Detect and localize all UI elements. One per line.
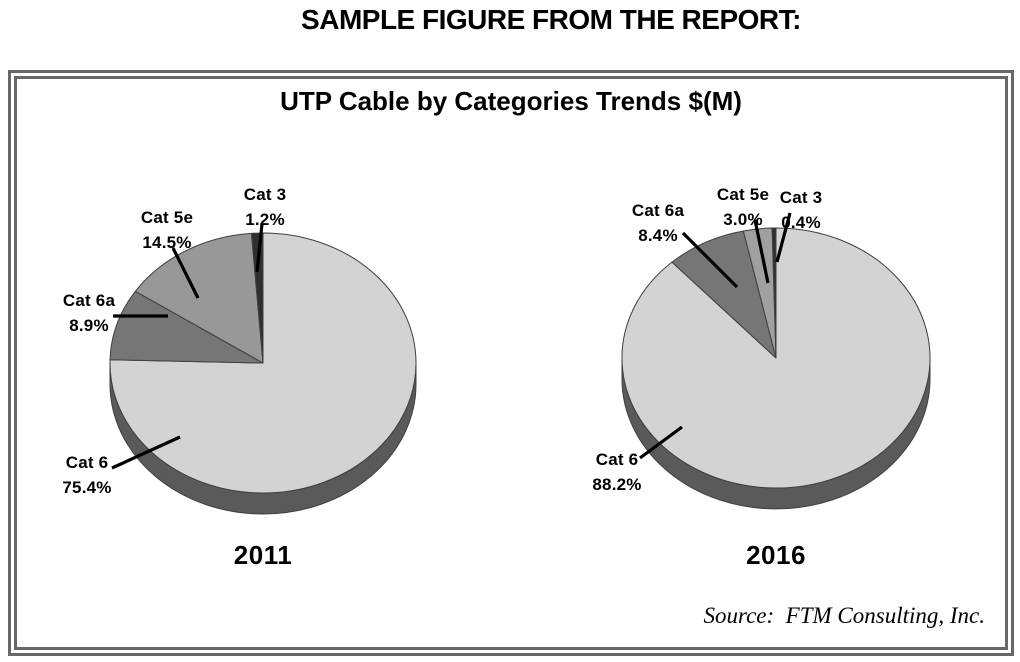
pie-slice-label: Cat 3 0.4% [780,185,823,235]
pie-charts-canvas [109,212,931,515]
pie-slice-label: Cat 6 75.4% [62,450,111,500]
slice-percent-value: 75.4% [62,478,112,497]
slice-percent-value: 0.4% [781,213,821,232]
slice-category-name: Cat 3 [243,185,287,204]
leader-line [171,247,200,299]
leader-line [775,212,792,263]
leader-line [639,425,683,460]
pie-slice-cat-5e [134,232,264,364]
figure-frame: UTP Cable by Categories Trends $(M) 2011… [8,70,1014,656]
pie-chart-2011 [109,223,417,515]
leader-line [753,219,770,284]
pie-slice-cat-6a [109,290,264,364]
pie-chart-2016 [621,212,931,510]
figure-frame-inner [14,76,1008,650]
leader-line [255,223,264,273]
slice-percent-value: 3.0% [723,210,763,229]
year-label-2016: 2016 [746,540,806,570]
chart-area: UTP Cable by Categories Trends $(M) 2011… [8,70,1014,656]
leader-line [681,231,739,289]
pie-slice-cat-3 [771,227,777,359]
slice-category-name: Cat 6 [65,453,109,472]
slice-category-name: Cat 5e [140,208,194,227]
pie-slice-label: Cat 6a 8.4% [632,198,684,248]
slice-category-name: Cat 5e [716,185,770,204]
slice-percent-value: 1.2% [245,210,285,229]
slice-percent-value: 8.9% [69,316,109,335]
pie-slice-cat-6 [109,232,417,494]
pie-slice-label: Cat 5e 3.0% [717,182,769,232]
year-label-2011: 2011 [233,540,293,570]
chart-title: UTP Cable by Categories Trends $(M) [280,86,742,116]
pie-slice-label: Cat 6 88.2% [592,447,641,497]
pie-slice-cat-3 [250,232,264,364]
slice-category-name: Cat 6a [631,201,685,220]
slice-percent-value: 14.5% [142,233,192,252]
pie-slice-label: Cat 6a 8.9% [63,288,115,338]
pie-slice-label: Cat 3 1.2% [244,182,287,232]
source-note: Source: FTM Consulting, Inc. [703,603,985,628]
leader-line [111,435,181,470]
slice-percent-value: 88.2% [592,475,642,494]
slice-category-name: Cat 6 [595,450,639,469]
pie-slice-label: Cat 5e 14.5% [141,205,193,255]
slice-category-name: Cat 3 [779,188,823,207]
slice-percent-value: 8.4% [638,226,678,245]
page-title: SAMPLE FIGURE FROM THE REPORT: [301,4,801,35]
slice-category-name: Cat 6a [62,291,116,310]
